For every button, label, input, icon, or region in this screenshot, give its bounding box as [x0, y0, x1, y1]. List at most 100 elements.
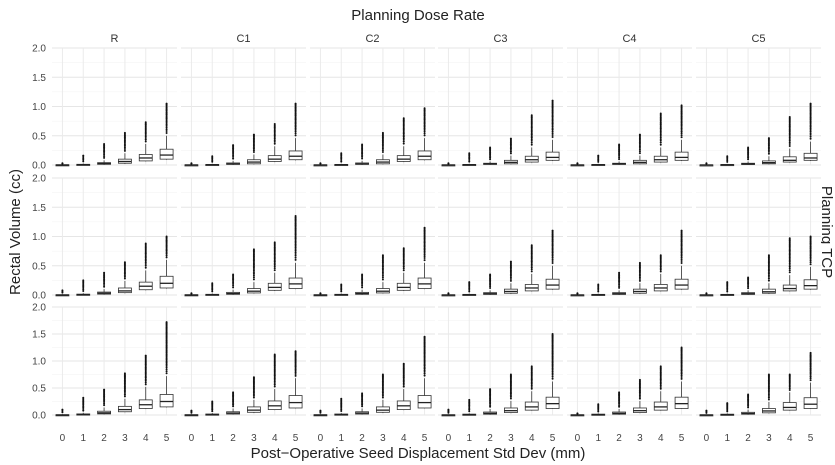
outlier-point [809, 121, 812, 124]
outlier-point [551, 250, 554, 253]
outlier-point [659, 385, 662, 388]
outlier-point [597, 288, 600, 291]
boxplot [674, 104, 689, 161]
outlier-point [294, 350, 297, 353]
outlier-point [509, 276, 512, 279]
outlier-point [680, 250, 683, 253]
outlier-point [659, 134, 662, 137]
outlier-point [726, 281, 729, 284]
outlier-point [165, 364, 168, 367]
outlier-point [273, 262, 276, 265]
outlier-point [489, 282, 492, 285]
x-tick-label: 2 [101, 433, 107, 444]
x-tick-label: 5 [164, 433, 170, 444]
outlier-point [211, 155, 214, 158]
outlier-point [809, 130, 812, 133]
outlier-point [680, 372, 683, 375]
outlier-point [381, 131, 384, 134]
outlier-point [747, 276, 750, 279]
outlier-point [597, 160, 600, 163]
outlier-point [659, 138, 662, 141]
outlier-point [468, 287, 471, 290]
outlier-point [680, 256, 683, 259]
outlier-point [468, 158, 471, 161]
outlier-point [680, 124, 683, 127]
outlier-point [618, 283, 621, 286]
outlier-point [659, 365, 662, 368]
outlier-point [381, 391, 384, 394]
outlier-point [788, 373, 791, 376]
box [524, 401, 539, 411]
boxplot [762, 137, 776, 165]
boxplot [417, 335, 432, 409]
outlier-point [468, 152, 471, 155]
boxplot [334, 152, 349, 167]
boxplot [612, 143, 626, 165]
outlier-point [788, 255, 791, 258]
outlier-point [423, 128, 426, 131]
outlier-point [680, 258, 683, 261]
outlier-point [294, 258, 297, 261]
outlier-point [726, 290, 729, 293]
y-tick-label: 0.5 [32, 261, 46, 272]
column-strip-label: R [111, 33, 119, 45]
box [782, 156, 797, 163]
outlier-point [361, 157, 364, 160]
boxplot [674, 229, 689, 290]
outlier-point [659, 143, 662, 146]
x-tick-label: 4 [787, 433, 793, 444]
facet-panel [52, 306, 177, 416]
outlier-point [680, 136, 683, 139]
outlier-point [788, 116, 791, 119]
outlier-point [767, 254, 770, 257]
outlier-point [294, 373, 297, 376]
outlier-point [82, 158, 85, 161]
outlier-point [61, 289, 64, 292]
box [417, 395, 432, 409]
outlier-point [123, 272, 126, 275]
y-tick-label: 1.0 [32, 102, 46, 113]
outlier-point [726, 410, 729, 413]
outlier-point [232, 403, 235, 406]
outlier-point [211, 290, 214, 293]
outlier-point [809, 372, 812, 375]
outlier-point [680, 261, 683, 264]
outlier-point [788, 387, 791, 390]
x-tick-label: 1 [80, 433, 86, 444]
outlier-point [530, 385, 533, 388]
outlier-point [402, 132, 405, 135]
outlier-point [123, 389, 126, 392]
outlier-point [809, 122, 812, 125]
boxplot [612, 271, 626, 295]
outlier-point [273, 269, 276, 272]
outlier-point [659, 270, 662, 273]
outlier-point [638, 143, 641, 146]
outlier-point [468, 288, 471, 291]
outlier-point [680, 125, 683, 128]
boxplot [782, 116, 797, 163]
outlier-point [82, 288, 85, 291]
x-tick-label: 5 [422, 433, 428, 444]
outlier-point [638, 146, 641, 149]
outlier-point [381, 271, 384, 274]
outlier-point [402, 142, 405, 145]
outlier-point [402, 117, 405, 120]
outlier-point [551, 377, 554, 380]
outlier-point [294, 368, 297, 371]
outlier-point [165, 254, 168, 257]
outlier-point [273, 260, 276, 263]
x-tick-label: 0 [318, 433, 324, 444]
outlier-point [809, 137, 812, 140]
outlier-point [144, 383, 147, 386]
outlier-point [273, 259, 276, 262]
outlier-point [767, 152, 770, 155]
outlier-point [423, 253, 426, 256]
boxplot [483, 388, 497, 415]
outlier-point [551, 132, 554, 135]
outlier-point [551, 253, 554, 256]
outlier-point [123, 147, 126, 150]
outlier-point [489, 404, 492, 407]
outlier-point [123, 274, 126, 277]
boxplot [441, 292, 456, 297]
outlier-point [576, 162, 579, 165]
